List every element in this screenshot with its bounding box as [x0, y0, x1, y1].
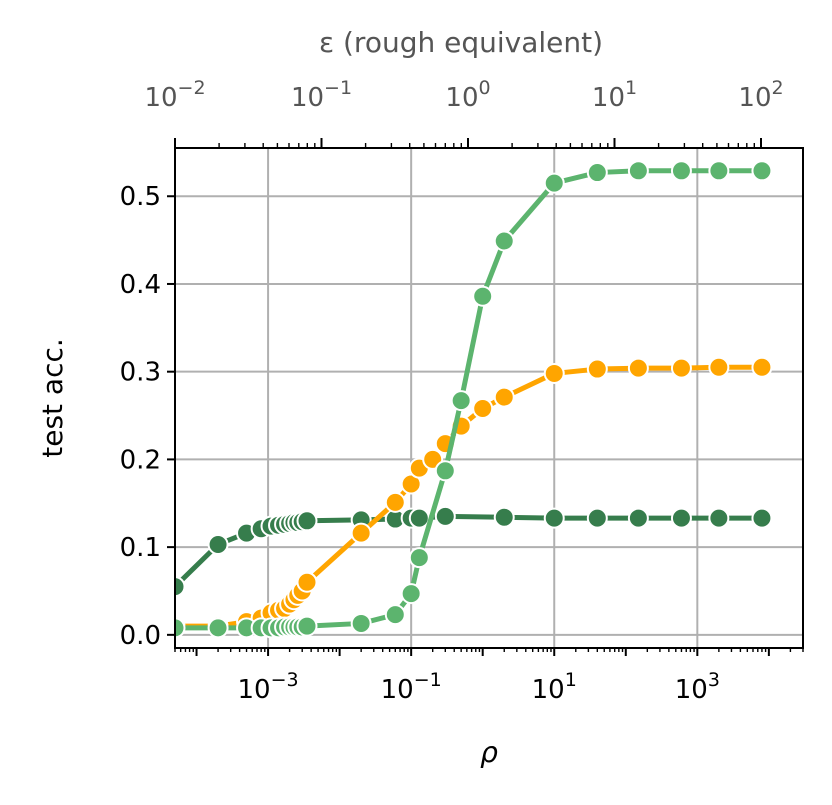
y-tick-label: 0.4 [120, 270, 161, 300]
x-tick-label: 101 [532, 669, 577, 705]
data-point [751, 160, 773, 182]
series-2 [175, 160, 773, 639]
y-tick-label: 0.2 [120, 445, 161, 475]
top-tick-label: 101 [592, 77, 637, 113]
top-tick-label: 10−1 [291, 77, 352, 113]
data-point [627, 357, 649, 379]
data-point [408, 507, 430, 529]
data-point [472, 398, 494, 420]
data-point [450, 390, 472, 412]
data-point [408, 547, 430, 569]
data-point [751, 356, 773, 378]
series-0 [175, 505, 773, 598]
data-point [493, 506, 515, 528]
data-point [472, 285, 494, 307]
x-axis-ticks: 10−3 10−1 101 103 [174, 648, 804, 705]
data-point [175, 617, 186, 639]
top-tick-label: 10−2 [144, 77, 205, 113]
y-tick-label: 0.3 [120, 358, 161, 388]
x-tick-label: 10−3 [238, 669, 299, 705]
y-tick-label: 0.0 [120, 621, 161, 651]
data-point [434, 505, 456, 527]
data-point [296, 571, 318, 593]
data-point [586, 162, 608, 184]
grid-lines [175, 148, 803, 648]
x-tick-label: 10−1 [381, 669, 442, 705]
data-point [207, 533, 229, 555]
data-point [384, 491, 406, 513]
data-point [708, 507, 730, 529]
data-point [207, 617, 229, 639]
top-tick-label: 102 [738, 77, 783, 113]
data-point [350, 522, 372, 544]
top-axis-label: ε (rough equivalent) [319, 26, 603, 59]
x-axis-label: ρ [480, 736, 498, 769]
data-point [586, 358, 608, 380]
y-tick-label: 0.5 [120, 182, 161, 212]
series-1 [175, 356, 773, 637]
data-point [384, 604, 406, 626]
data-point [543, 172, 565, 194]
y-tick-label: 0.1 [120, 533, 161, 563]
top-tick-label: 100 [445, 77, 490, 113]
y-axis-ticks: 0.0 0.1 0.2 0.3 0.4 0.5 [120, 182, 175, 651]
y-axis-label: test acc. [36, 338, 69, 458]
plot-frame [174, 147, 804, 649]
data-point [493, 386, 515, 408]
data-point [175, 576, 186, 598]
data-point [543, 362, 565, 384]
data-point [586, 507, 608, 529]
data-point [434, 460, 456, 482]
data-point [627, 507, 649, 529]
series-layer [175, 160, 773, 639]
data-point [670, 160, 692, 182]
data-point [543, 507, 565, 529]
data-point [627, 160, 649, 182]
data-point [493, 230, 515, 252]
data-point [708, 356, 730, 378]
top-axis-ticks: 10−2 10−1 100 101 102 [144, 77, 784, 148]
data-point [670, 357, 692, 379]
data-point [400, 583, 422, 605]
data-point [296, 615, 318, 637]
data-point [751, 507, 773, 529]
data-point [670, 507, 692, 529]
data-point [296, 510, 318, 532]
data-point [708, 160, 730, 182]
x-tick-label: 103 [675, 669, 720, 705]
data-point [350, 612, 372, 634]
